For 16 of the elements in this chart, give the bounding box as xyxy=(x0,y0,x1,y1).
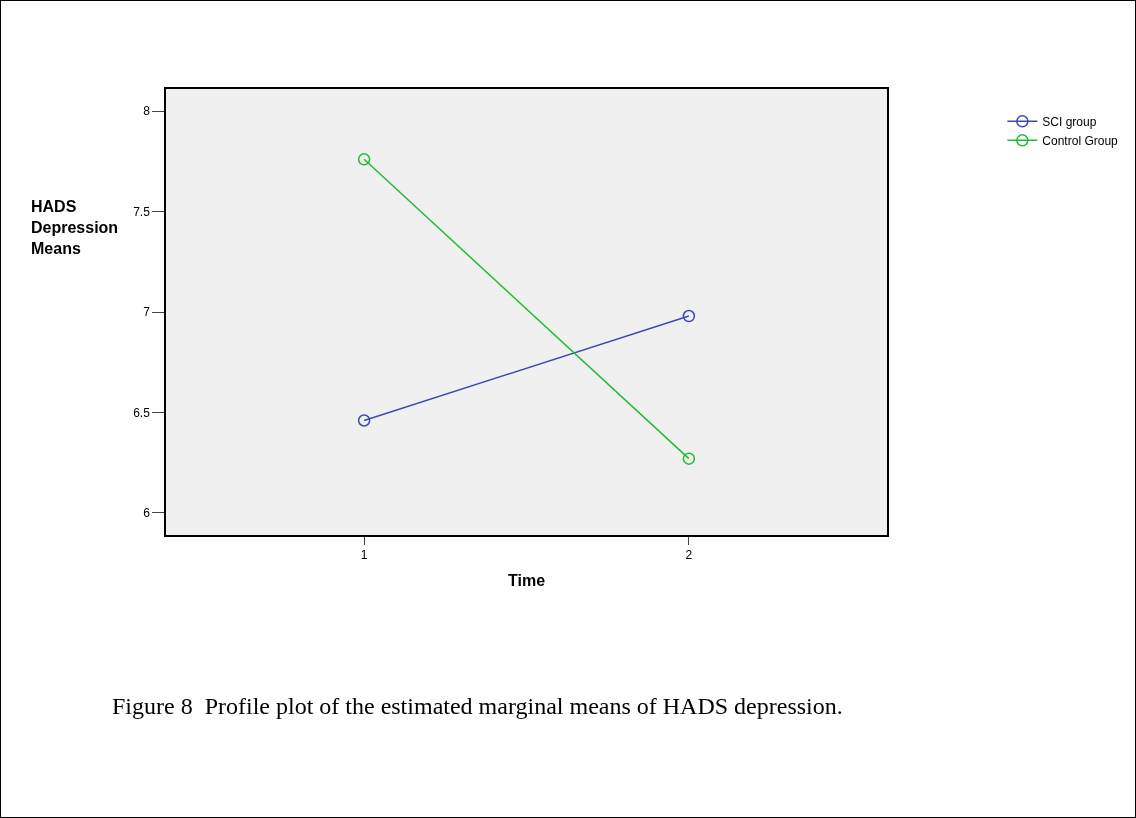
y-tick-label: 6.5 xyxy=(133,405,151,420)
y-tick-label: 8 xyxy=(143,104,151,119)
point xyxy=(357,414,371,427)
x-tick-label: 1 xyxy=(360,548,368,563)
point xyxy=(357,153,371,166)
y-tick-label: 7.5 xyxy=(133,204,151,219)
legend-label: Control Group xyxy=(1042,134,1119,149)
caption: Figure 8 Profile plot of the estimated marginal means of HADS depression. xyxy=(112,693,843,719)
y-axis-title: HADS Depression Means xyxy=(31,198,119,257)
point xyxy=(682,309,696,323)
legend-label: SCI group xyxy=(1042,115,1097,130)
y-tick-label: 6 xyxy=(143,506,151,521)
y-tick-label: 7 xyxy=(143,305,151,320)
x-tick-label: 2 xyxy=(685,548,693,563)
x-axis-title: Time xyxy=(507,572,546,590)
point xyxy=(682,452,696,465)
